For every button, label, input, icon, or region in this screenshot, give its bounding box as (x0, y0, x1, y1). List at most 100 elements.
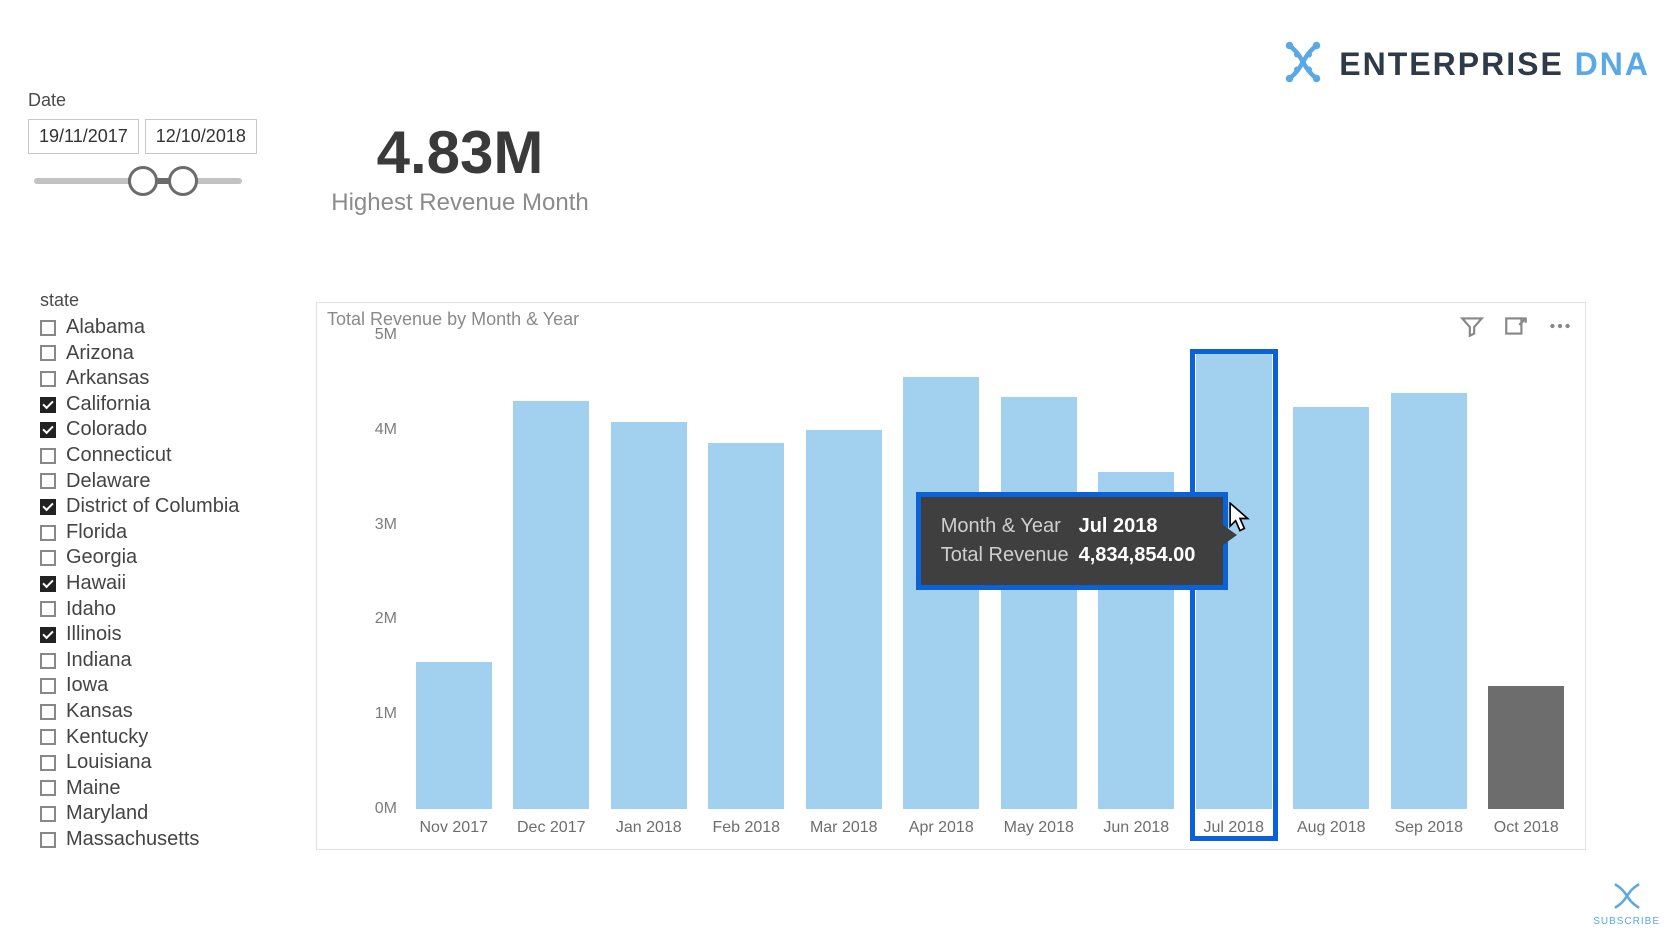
bar-nov-2017[interactable] (416, 335, 492, 809)
bar-oct-2018[interactable] (1488, 335, 1564, 809)
tooltip-key: Total Revenue (941, 542, 1077, 569)
checkbox[interactable] (40, 422, 56, 438)
state-item-iowa[interactable]: Iowa (40, 673, 280, 699)
state-slicer-title: state (40, 290, 280, 311)
bar-dec-2017[interactable] (513, 335, 589, 809)
state-item-indiana[interactable]: Indiana (40, 648, 280, 674)
state-label: Iowa (66, 673, 108, 699)
state-label: California (66, 392, 150, 418)
bar-jan-2018[interactable] (611, 335, 687, 809)
state-item-illinois[interactable]: Illinois (40, 622, 280, 648)
state-label: Florida (66, 520, 127, 546)
slider-handle-to[interactable] (168, 166, 198, 196)
x-label: Jul 2018 (1185, 819, 1283, 837)
state-item-kansas[interactable]: Kansas (40, 699, 280, 725)
checkbox[interactable] (40, 627, 56, 643)
chart-tooltip: Month & YearJul 2018Total Revenue4,834,8… (916, 492, 1229, 590)
brand-word-b: DNA (1575, 46, 1650, 82)
bar-aug-2018[interactable] (1293, 335, 1369, 809)
y-tick: 4M (357, 421, 397, 439)
checkbox[interactable] (40, 806, 56, 822)
date-slicer[interactable]: Date 19/11/2017 12/10/2018 (28, 90, 278, 200)
state-item-arkansas[interactable]: Arkansas (40, 366, 280, 392)
state-label: Connecticut (66, 443, 172, 469)
x-label: Sep 2018 (1380, 819, 1478, 837)
bar-sep-2018[interactable] (1391, 335, 1467, 809)
checkbox[interactable] (40, 832, 56, 848)
state-slicer[interactable]: state AlabamaArizonaArkansasCaliforniaCo… (40, 290, 280, 852)
state-item-massachusetts[interactable]: Massachusetts (40, 827, 280, 853)
x-label: Jan 2018 (600, 819, 698, 837)
state-item-florida[interactable]: Florida (40, 520, 280, 546)
state-item-connecticut[interactable]: Connecticut (40, 443, 280, 469)
state-label: District of Columbia (66, 494, 239, 520)
bar-mar-2018[interactable] (806, 335, 882, 809)
x-label: Mar 2018 (795, 819, 893, 837)
state-item-idaho[interactable]: Idaho (40, 597, 280, 623)
date-to-input[interactable]: 12/10/2018 (145, 119, 257, 154)
state-item-louisiana[interactable]: Louisiana (40, 750, 280, 776)
state-item-kentucky[interactable]: Kentucky (40, 725, 280, 751)
x-label: Jun 2018 (1088, 819, 1186, 837)
state-item-hawaii[interactable]: Hawaii (40, 571, 280, 597)
checkbox[interactable] (40, 755, 56, 771)
checkbox[interactable] (40, 601, 56, 617)
state-label: Illinois (66, 622, 122, 648)
checkbox[interactable] (40, 525, 56, 541)
checkbox[interactable] (40, 729, 56, 745)
state-label: Kansas (66, 699, 133, 725)
y-tick: 1M (357, 705, 397, 723)
tooltip-value: 4,834,854.00 (1079, 542, 1204, 569)
state-label: Kentucky (66, 725, 148, 751)
tooltip-value: Jul 2018 (1079, 513, 1204, 540)
state-item-alabama[interactable]: Alabama (40, 315, 280, 341)
state-item-georgia[interactable]: Georgia (40, 545, 280, 571)
checkbox[interactable] (40, 550, 56, 566)
checkbox[interactable] (40, 780, 56, 796)
state-item-arizona[interactable]: Arizona (40, 341, 280, 367)
x-label: Aug 2018 (1283, 819, 1381, 837)
state-item-maryland[interactable]: Maryland (40, 801, 280, 827)
slider-handle-from[interactable] (128, 166, 158, 196)
highest-revenue-card: 4.83M Highest Revenue Month (320, 118, 600, 217)
state-label: Idaho (66, 597, 116, 623)
date-range-slider[interactable] (28, 160, 248, 200)
state-item-maine[interactable]: Maine (40, 776, 280, 802)
tooltip-key: Month & Year (941, 513, 1077, 540)
checkbox[interactable] (40, 371, 56, 387)
state-item-delaware[interactable]: Delaware (40, 469, 280, 495)
brand-wordmark: ENTERPRISE DNA (1339, 46, 1650, 83)
checkbox[interactable] (40, 473, 56, 489)
state-item-colorado[interactable]: Colorado (40, 417, 280, 443)
checkbox[interactable] (40, 653, 56, 669)
checkbox[interactable] (40, 576, 56, 592)
state-item-district-of-columbia[interactable]: District of Columbia (40, 494, 280, 520)
checkbox[interactable] (40, 320, 56, 336)
checkbox[interactable] (40, 499, 56, 515)
state-label: Maine (66, 776, 120, 802)
checkbox[interactable] (40, 704, 56, 720)
state-label: Georgia (66, 545, 137, 571)
state-label: Massachusetts (66, 827, 199, 853)
brand-word-a: ENTERPRISE (1339, 46, 1563, 82)
kpi-label: Highest Revenue Month (320, 189, 600, 217)
date-from-input[interactable]: 19/11/2017 (28, 119, 139, 154)
x-label: Dec 2017 (503, 819, 601, 837)
state-label: Hawaii (66, 571, 126, 597)
state-label: Delaware (66, 469, 150, 495)
state-label: Louisiana (66, 750, 152, 776)
state-item-california[interactable]: California (40, 392, 280, 418)
state-label: Maryland (66, 801, 148, 827)
checkbox[interactable] (40, 345, 56, 361)
checkbox[interactable] (40, 397, 56, 413)
dna-icon (1277, 38, 1329, 91)
x-label: Feb 2018 (698, 819, 796, 837)
checkbox[interactable] (40, 678, 56, 694)
bar-feb-2018[interactable] (708, 335, 784, 809)
subscribe-badge[interactable]: SUBSCRIBE (1593, 881, 1660, 927)
brand-logo: ENTERPRISE DNA (1277, 38, 1650, 91)
checkbox[interactable] (40, 448, 56, 464)
state-label: Arizona (66, 341, 134, 367)
y-axis: 0M1M2M3M4M5M (357, 337, 397, 809)
x-label: Oct 2018 (1478, 819, 1576, 837)
